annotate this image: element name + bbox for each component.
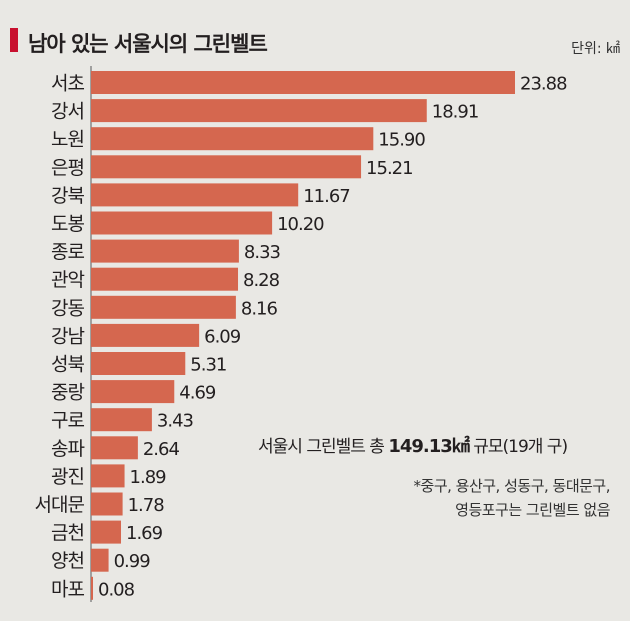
value-label: 11.67	[303, 186, 350, 207]
bar	[91, 267, 239, 291]
value-label: 8.16	[241, 298, 278, 319]
chart-title: 남아 있는 서울시의 그린벨트	[28, 32, 268, 56]
value-label: 1.89	[130, 467, 167, 488]
total-unit: ㎢	[451, 436, 470, 457]
value-label: 4.69	[179, 383, 216, 404]
value-label: 5.31	[190, 355, 226, 376]
value-label: 18.91	[432, 102, 479, 123]
category-label: 은평	[51, 157, 84, 179]
category-label: 강서	[51, 101, 84, 123]
footnote-line-1: *중구, 용산구, 성동구, 동대문구,	[413, 477, 611, 495]
total-note-suffix: 규모(19개 구)	[468, 437, 568, 457]
unit-label: 단위: ㎢	[571, 41, 620, 57]
category-label: 금천	[51, 522, 84, 544]
bar	[91, 548, 109, 572]
value-label: 23.88	[520, 74, 567, 95]
category-label: 강남	[51, 325, 84, 347]
category-label: 양천	[51, 550, 84, 572]
bar	[91, 323, 200, 347]
value-label: 1.69	[126, 523, 163, 544]
value-label: 2.64	[143, 439, 180, 460]
bar	[91, 352, 186, 375]
bar	[91, 99, 427, 123]
category-label: 종로	[51, 241, 84, 263]
category-label: 중랑	[51, 382, 84, 404]
category-label: 구로	[51, 410, 84, 432]
bar	[91, 295, 236, 319]
category-label: 서대문	[35, 494, 85, 516]
value-label: 10.20	[277, 214, 324, 235]
total-value: 149.13	[388, 436, 452, 457]
bar	[91, 436, 138, 460]
bar	[91, 155, 362, 179]
value-label: 15.21	[366, 158, 413, 179]
bar	[91, 239, 239, 263]
category-label: 송파	[51, 438, 84, 460]
category-label: 도봉	[51, 213, 84, 235]
value-label: 0.99	[114, 551, 151, 572]
category-label: 강북	[51, 185, 84, 207]
bar	[91, 464, 125, 488]
footnote: *중구, 용산구, 성동구, 동대문구, 영등포구는 그린벨트 없음	[413, 474, 611, 522]
category-label: 노원	[51, 129, 84, 151]
value-label: 8.28	[243, 270, 280, 291]
footnote-line-2: 영등포구는 그린벨트 없음	[455, 501, 610, 519]
bar	[91, 380, 175, 404]
category-label: 광진	[51, 466, 84, 488]
bar	[91, 127, 374, 151]
category-label: 관악	[51, 269, 84, 291]
value-label: 3.43	[157, 411, 194, 432]
bar	[91, 520, 122, 544]
bar	[91, 408, 152, 432]
value-label: 8.33	[244, 242, 281, 263]
bar	[91, 71, 515, 94]
category-label: 강동	[51, 297, 84, 319]
category-label: 서초	[51, 73, 84, 95]
category-label: 성북	[51, 354, 84, 376]
value-label: 0.08	[98, 579, 135, 600]
bar	[91, 576, 93, 600]
title-accent-bar	[10, 28, 18, 52]
value-label: 1.78	[128, 495, 165, 516]
bar	[91, 492, 123, 516]
bar	[91, 211, 273, 235]
total-note-prefix: 서울시 그린벨트 총	[258, 437, 389, 457]
bar	[91, 183, 299, 207]
value-label: 6.09	[204, 326, 241, 347]
category-label: 마포	[51, 578, 84, 600]
total-note: 서울시 그린벨트 총 149.13㎢ 규모(19개 구)	[258, 432, 568, 458]
value-label: 15.90	[378, 130, 425, 151]
